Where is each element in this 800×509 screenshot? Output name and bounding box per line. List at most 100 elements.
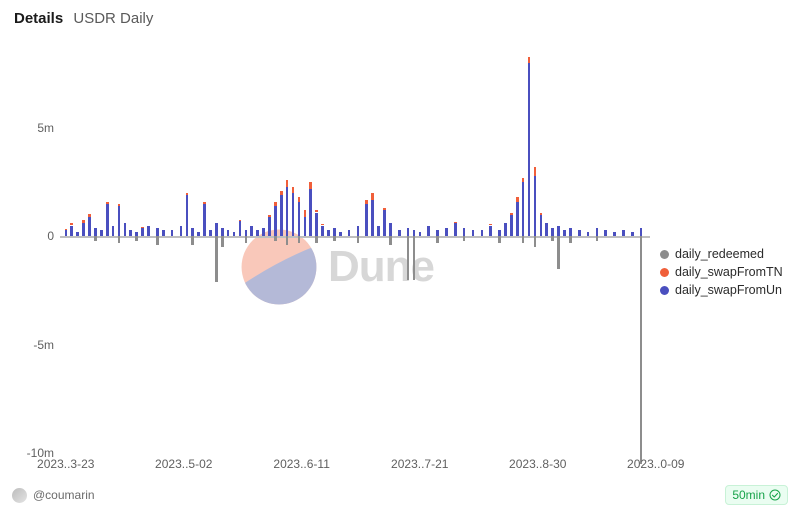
bar-swap-from-un bbox=[227, 230, 230, 237]
refresh-badge[interactable]: 50min bbox=[725, 485, 788, 505]
bar-swap-from-un bbox=[383, 210, 386, 236]
bar-swap-from-tn bbox=[510, 213, 513, 215]
bar-redeemed bbox=[156, 236, 159, 245]
bar-redeemed bbox=[245, 236, 248, 243]
bar-swap-from-un bbox=[489, 226, 492, 237]
bar-swap-from-un bbox=[622, 230, 625, 237]
bar-swap-from-tn bbox=[489, 224, 492, 225]
x-tick-label: 2023..0-09 bbox=[627, 457, 684, 471]
bar-swap-from-tn bbox=[203, 202, 206, 204]
legend-item[interactable]: daily_swapFromTN bbox=[660, 265, 800, 279]
legend: daily_redeemed daily_swapFromTN daily_swap… bbox=[660, 243, 800, 301]
bar-swap-from-un bbox=[76, 232, 79, 236]
bar-redeemed bbox=[413, 236, 416, 279]
bar-redeemed bbox=[389, 236, 392, 245]
bar-redeemed bbox=[135, 236, 138, 240]
bar-swap-from-un bbox=[286, 187, 289, 237]
avatar-icon bbox=[12, 488, 27, 503]
bar-swap-from-un bbox=[365, 204, 368, 237]
bar-swap-from-un bbox=[106, 204, 109, 237]
bar-redeemed bbox=[557, 236, 560, 269]
bar-swap-from-un bbox=[398, 230, 401, 237]
bar-swap-from-un bbox=[298, 202, 301, 237]
bar-swap-from-tn bbox=[534, 167, 537, 176]
legend-item[interactable]: daily_redeemed bbox=[660, 247, 800, 261]
bar-redeemed bbox=[522, 236, 525, 243]
bar-swap-from-un bbox=[540, 215, 543, 237]
bar-swap-from-un bbox=[239, 221, 242, 236]
bar-swap-from-un bbox=[141, 228, 144, 237]
bar-swap-from-tn bbox=[106, 202, 109, 204]
bar-swap-from-un bbox=[162, 230, 165, 237]
bar-swap-from-un bbox=[587, 232, 590, 236]
header-bold: Details bbox=[14, 10, 63, 27]
bar-swap-from-un bbox=[472, 230, 475, 237]
legend-label: daily_swapFromTN bbox=[675, 265, 783, 279]
bar-swap-from-un bbox=[215, 223, 218, 236]
bar-swap-from-un bbox=[631, 232, 634, 236]
bar-swap-from-tn bbox=[292, 187, 295, 194]
bar-swap-from-un bbox=[135, 232, 138, 236]
legend-label: daily_redeemed bbox=[675, 247, 764, 261]
bar-swap-from-un bbox=[203, 204, 206, 237]
header-sub: USDR Daily bbox=[73, 10, 153, 27]
bar-swap-from-tn bbox=[454, 222, 457, 223]
y-tick-label: 0 bbox=[4, 229, 54, 243]
x-tick-label: 2023..7-21 bbox=[391, 457, 448, 471]
bar-swap-from-tn bbox=[522, 178, 525, 182]
bar-swap-from-un bbox=[551, 228, 554, 237]
bar-swap-from-tn bbox=[280, 191, 283, 195]
bar-redeemed bbox=[274, 236, 277, 240]
chart-header: Details USDR Daily bbox=[0, 0, 800, 33]
bar-swap-from-un bbox=[274, 206, 277, 236]
bar-swap-from-un bbox=[186, 195, 189, 236]
bar-swap-from-tn bbox=[274, 202, 277, 206]
bar-swap-from-un bbox=[463, 228, 466, 237]
bar-swap-from-un bbox=[124, 223, 127, 236]
plot-region[interactable] bbox=[60, 63, 650, 453]
bar-swap-from-un bbox=[510, 215, 513, 237]
bar-swap-from-un bbox=[118, 206, 121, 236]
bar-swap-from-un bbox=[256, 230, 259, 237]
bar-swap-from-un bbox=[315, 213, 318, 237]
bar-swap-from-tn bbox=[304, 210, 307, 217]
bar-redeemed bbox=[333, 236, 336, 240]
bar-swap-from-un bbox=[578, 230, 581, 237]
bar-swap-from-un bbox=[94, 228, 97, 237]
bar-swap-from-un bbox=[268, 217, 271, 237]
bar-swap-from-un bbox=[333, 228, 336, 237]
bar-swap-from-un bbox=[88, 217, 91, 237]
bar-swap-from-un bbox=[197, 232, 200, 236]
bar-swap-from-un bbox=[557, 226, 560, 237]
bar-swap-from-un bbox=[522, 182, 525, 236]
x-axis-labels: 2023..3-232023..5-022023..6-112023..7-21… bbox=[60, 457, 650, 475]
legend-item[interactable]: daily_swapFromUn bbox=[660, 283, 800, 297]
bar-redeemed bbox=[498, 236, 501, 243]
bar-swap-from-tn bbox=[268, 215, 271, 217]
bar-swap-from-tn bbox=[141, 227, 144, 228]
bar-swap-from-un bbox=[498, 230, 501, 237]
bar-redeemed bbox=[596, 236, 599, 240]
bar-swap-from-un bbox=[357, 226, 360, 237]
author-tag[interactable]: @coumarin bbox=[12, 488, 95, 503]
legend-color-icon bbox=[660, 286, 669, 295]
bar-swap-from-un bbox=[427, 226, 430, 237]
refresh-text: 50min bbox=[732, 488, 765, 502]
bar-redeemed bbox=[551, 236, 554, 240]
bar-swap-from-tn bbox=[309, 182, 312, 189]
bar-swap-from-un bbox=[100, 230, 103, 237]
bar-swap-from-tn bbox=[516, 197, 519, 201]
bar-redeemed bbox=[286, 236, 289, 245]
bar-swap-from-un bbox=[280, 195, 283, 236]
bar-swap-from-un bbox=[454, 223, 457, 236]
bar-swap-from-un bbox=[70, 226, 73, 237]
bar-swap-from-un bbox=[250, 226, 253, 237]
bar-swap-from-un bbox=[377, 226, 380, 237]
bar-swap-from-un bbox=[569, 228, 572, 237]
bar-swap-from-un bbox=[309, 189, 312, 237]
y-tick-label: 5m bbox=[4, 121, 54, 135]
bar-swap-from-tn bbox=[88, 214, 91, 217]
bar-swap-from-tn bbox=[298, 197, 301, 201]
bar-swap-from-tn bbox=[321, 224, 324, 225]
bar-swap-from-tn bbox=[186, 193, 189, 195]
